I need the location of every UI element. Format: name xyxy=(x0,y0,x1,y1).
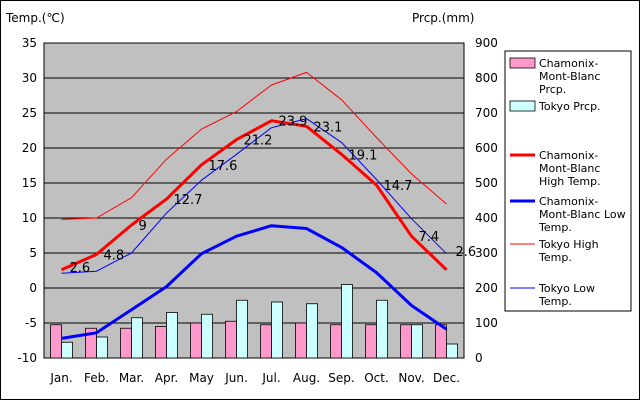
precip-bar xyxy=(411,324,423,359)
legend-swatch xyxy=(509,100,536,112)
precip-bar xyxy=(166,312,178,359)
left-tick-label: -5 xyxy=(25,316,37,330)
left-tick-label: 5 xyxy=(29,246,37,260)
legend-label: Tokyo High Temp. xyxy=(538,238,599,264)
precip-bar xyxy=(50,324,62,359)
legend-entries: Chamonix-Mont-Blanc Prcp. Tokyo Prcp. Chamo… xyxy=(509,57,626,308)
precip-bar xyxy=(61,341,73,359)
right-tick-label: 500 xyxy=(475,176,498,190)
legend-label: Tokyo Low Temp. xyxy=(538,282,595,308)
precip-bar xyxy=(376,299,388,359)
precip-bar xyxy=(365,324,377,359)
precip-bar xyxy=(120,327,132,359)
precip-bar xyxy=(446,343,458,359)
right-tick-label: 100 xyxy=(475,316,498,330)
legend xyxy=(504,50,632,312)
data-label: 14.7 xyxy=(384,179,413,194)
precip-bar xyxy=(306,303,318,359)
right-tick-label: 900 xyxy=(475,36,498,50)
data-label: 23.1 xyxy=(314,120,343,135)
right-tick-label: 0 xyxy=(475,351,483,365)
precip-bar xyxy=(190,322,202,359)
left-tick-label: 35 xyxy=(22,36,37,50)
precip-bar xyxy=(131,317,143,359)
right-tick-label: 700 xyxy=(475,106,498,120)
x-tick-label: Mar. xyxy=(119,371,144,385)
precip-bar xyxy=(236,299,248,359)
data-label: 17.6 xyxy=(209,159,238,174)
x-tick-label: Dec. xyxy=(433,371,460,385)
right-tick-label: 400 xyxy=(475,211,498,225)
precip-bar xyxy=(295,322,307,359)
left-tick-label: 25 xyxy=(22,106,37,120)
right-tick-label: 200 xyxy=(475,281,498,295)
legend-label: Tokyo Prcp. xyxy=(538,100,601,113)
temperature-line xyxy=(61,71,447,220)
data-label: 23.9 xyxy=(279,115,308,130)
precipitation-bars xyxy=(50,284,458,359)
precip-bar xyxy=(155,326,167,359)
plot-area xyxy=(43,42,465,359)
left-tick-label: -10 xyxy=(17,351,37,365)
x-tick-label: Apr. xyxy=(155,371,178,385)
precip-bar xyxy=(271,301,283,359)
right-tick-label: 600 xyxy=(475,141,498,155)
temperature-line xyxy=(60,119,448,272)
x-tick-label: Sep. xyxy=(328,371,354,385)
temperature-line xyxy=(61,118,447,274)
data-labels: 2.6 4.8 9 12.7 17.6 21.2 23.9 23.1 19.1 14.7 7.4 2.… xyxy=(70,115,477,276)
left-tick-label: 0 xyxy=(29,281,37,295)
left-tick-label: 15 xyxy=(22,176,37,190)
x-tick-label: Feb. xyxy=(84,371,109,385)
x-tick-label: May xyxy=(189,371,214,385)
precip-bar xyxy=(260,324,272,359)
legend-label: Chamonix-Mont-Blanc High Temp. xyxy=(539,149,601,188)
data-label: 2.6 xyxy=(456,245,477,260)
legend-label: Chamonix-Mont-Blanc Prcp. xyxy=(539,57,600,96)
data-label: 4.8 xyxy=(104,248,125,263)
data-label: 19.1 xyxy=(349,148,378,163)
left-tick-label: 10 xyxy=(22,211,37,225)
data-label: 2.6 xyxy=(70,261,91,276)
x-tick-label: Jul. xyxy=(261,371,280,385)
left-axis-title: Temp.(℃) xyxy=(5,11,65,25)
temperature-lines xyxy=(60,71,448,340)
precip-bar xyxy=(400,324,412,359)
precip-bar xyxy=(330,324,342,359)
precip-bar xyxy=(96,336,108,359)
left-tick-label: 20 xyxy=(22,141,37,155)
right-tick-label: 300 xyxy=(475,246,498,260)
temperature-line xyxy=(61,224,448,340)
x-tick-label: Jan. xyxy=(49,371,72,385)
precip-bar xyxy=(341,284,353,359)
axes: -10 -5 0 5 10 15 20 25 30 35 0 100 200 300 400 500 600 70… xyxy=(17,36,498,385)
precip-bar xyxy=(201,313,213,359)
data-label: 12.7 xyxy=(174,193,203,208)
left-tick-label: 30 xyxy=(22,71,37,85)
data-label: 21.2 xyxy=(244,134,273,149)
precip-bar xyxy=(225,320,237,359)
data-label: 7.4 xyxy=(419,230,440,245)
x-tick-label: Oct. xyxy=(364,371,389,385)
data-label: 9 xyxy=(139,219,147,234)
legend-swatch xyxy=(509,57,536,69)
x-tick-label: Aug. xyxy=(293,371,320,385)
legend-label: Chamonix-Mont-Blanc Low Temp. xyxy=(538,195,626,234)
right-tick-label: 800 xyxy=(475,71,498,85)
x-tick-label: Jun. xyxy=(224,371,248,385)
x-tick-label: Nov. xyxy=(398,371,424,385)
right-axis-title: Prcp.(mm) xyxy=(412,11,474,25)
